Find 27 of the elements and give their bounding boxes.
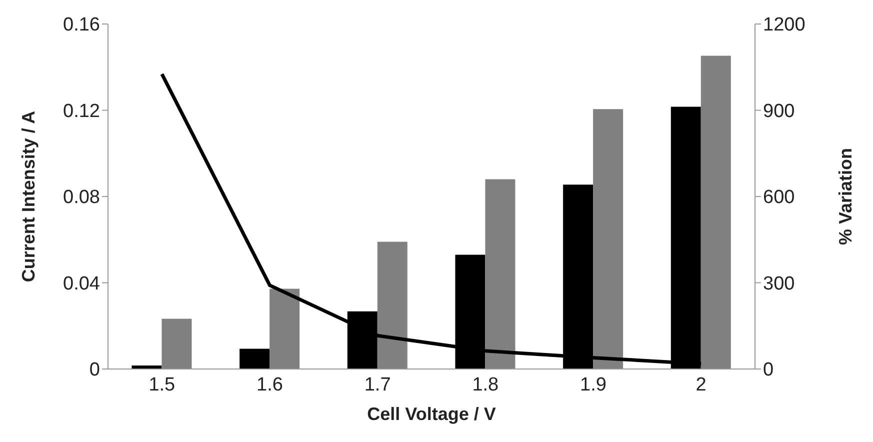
y-tick-label: 0.16	[63, 14, 100, 36]
x-tick-label: 1.6	[256, 374, 283, 396]
y2-tick-label: 1200	[763, 14, 806, 36]
y-tick-label: 0.12	[63, 100, 100, 122]
bar	[485, 179, 516, 369]
bar	[377, 242, 408, 369]
bar	[240, 348, 270, 369]
x-tick-label: 1.8	[472, 374, 499, 396]
bar	[270, 288, 300, 369]
bar	[162, 318, 192, 369]
line-series	[160, 72, 703, 366]
y2-tick-label: 600	[763, 187, 795, 208]
x-tick-label: 1.7	[364, 374, 391, 396]
y-tick-label: 0.08	[63, 187, 100, 208]
y2-tick-label: 300	[763, 273, 795, 294]
bar	[593, 109, 624, 369]
bar	[700, 56, 731, 369]
x-tick-label: 1.5	[148, 374, 176, 396]
y2-tick-label: 0	[763, 360, 774, 381]
x-axis-title: Cell Voltage / V	[367, 404, 496, 424]
y-axis-title: Current Intensity / A	[18, 110, 38, 282]
y-tick-label: 0	[89, 360, 100, 381]
x-tick-label: 1.9	[580, 374, 606, 396]
y-tick-label: 0.04	[63, 273, 100, 294]
y2-axis-title: % Variation	[835, 148, 856, 246]
x-tick-label: 2	[696, 374, 706, 396]
y2-tick-label: 900	[763, 100, 795, 122]
